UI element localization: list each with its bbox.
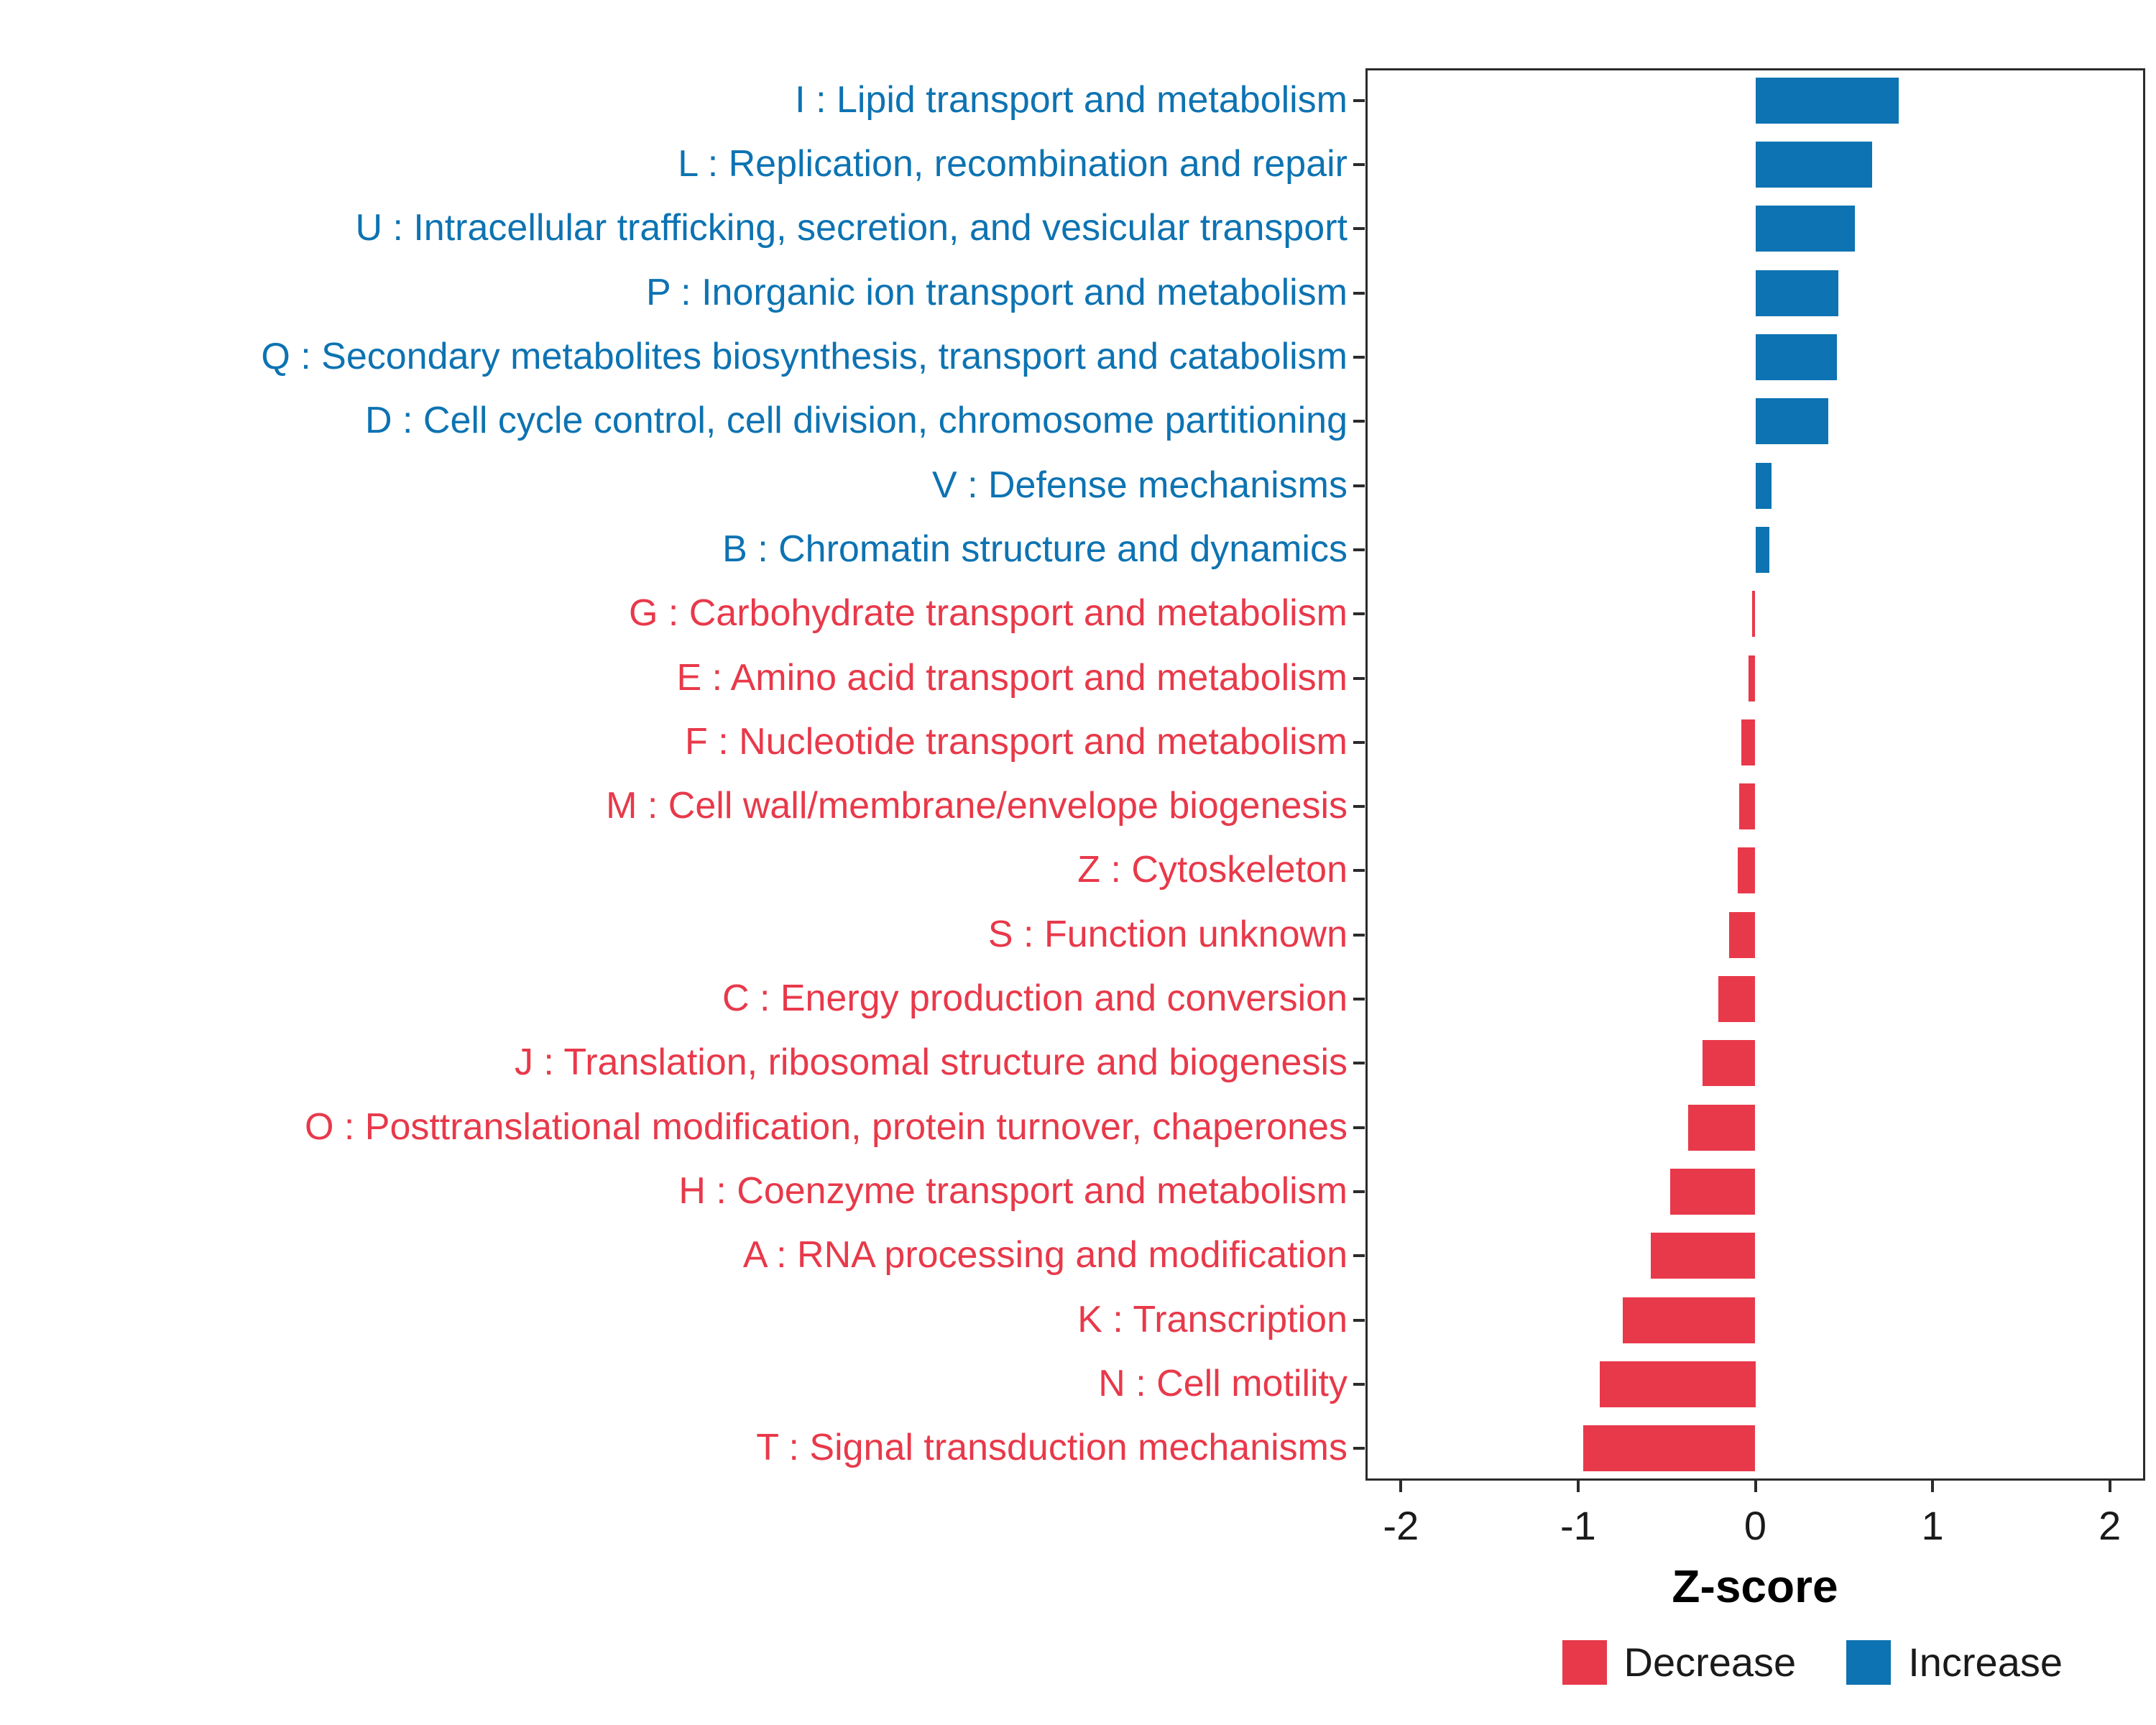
y-axis-label-B: B : Chromatin structure and dynamics	[722, 528, 1348, 570]
y-tick-A	[1353, 1254, 1365, 1258]
bar-D	[1755, 398, 1828, 445]
y-axis-label-P: P : Inorganic ion transport and metaboli…	[645, 271, 1348, 313]
y-axis-label-L: L : Replication, recombination and repai…	[678, 142, 1348, 185]
y-axis-label-J: J : Translation, ribosomal structure and…	[514, 1041, 1348, 1084]
x-tick-label-1: 1	[1921, 1503, 1944, 1548]
bar-U	[1755, 206, 1855, 252]
legend-item-increase: Increase	[1846, 1639, 2063, 1685]
bar-K	[1622, 1297, 1756, 1343]
bar-B	[1755, 526, 1770, 573]
y-axis-label-G: G : Carbohydrate transport and metabolis…	[628, 592, 1348, 635]
y-tick-B	[1353, 548, 1365, 551]
y-tick-H	[1353, 1190, 1365, 1194]
y-tick-U	[1353, 227, 1365, 231]
y-tick-C	[1353, 998, 1365, 1001]
bar-A	[1651, 1233, 1756, 1279]
bar-H	[1670, 1169, 1756, 1215]
bar-I	[1755, 77, 1899, 124]
y-axis-label-O: O : Posttranslational modification, prot…	[304, 1105, 1348, 1148]
y-tick-F	[1353, 740, 1365, 744]
x-tick-label-0: 0	[1743, 1503, 1767, 1548]
y-tick-M	[1353, 805, 1365, 809]
legend-swatch-increase	[1846, 1639, 1892, 1685]
y-axis-label-Z: Z : Cytoskeleton	[1077, 849, 1348, 891]
y-tick-T	[1353, 1447, 1365, 1450]
y-axis-label-U: U : Intracellular trafficking, secretion…	[355, 207, 1348, 249]
y-tick-G	[1353, 612, 1365, 616]
y-axis-label-F: F : Nucleotide transport and metabolism	[685, 720, 1348, 763]
bar-F	[1741, 719, 1756, 765]
x-tick-label--1: -1	[1560, 1503, 1596, 1548]
bar-E	[1748, 655, 1756, 702]
y-axis-label-Q: Q : Secondary metabolites biosynthesis, …	[261, 335, 1348, 377]
bar-Z	[1737, 847, 1756, 894]
x-tick-label-2: 2	[2099, 1503, 2122, 1548]
y-tick-J	[1353, 1062, 1365, 1065]
x-tick-label--2: -2	[1383, 1503, 1419, 1548]
y-axis-label-A: A : RNA processing and modification	[742, 1234, 1348, 1276]
y-tick-Z	[1353, 869, 1365, 873]
x-tick--1	[1576, 1481, 1580, 1492]
y-axis-label-M: M : Cell wall/membrane/envelope biogenes…	[606, 785, 1348, 827]
y-axis-label-N: N : Cell motility	[1098, 1362, 1348, 1404]
x-tick-2	[2108, 1481, 2111, 1492]
y-axis-label-C: C : Energy production and conversion	[722, 978, 1348, 1020]
x-tick-1	[1931, 1481, 1935, 1492]
bar-M	[1739, 783, 1756, 830]
legend-label-increase: Increase	[1908, 1639, 2063, 1685]
y-axis-label-K: K : Transcription	[1077, 1298, 1348, 1340]
y-tick-O	[1353, 1126, 1365, 1129]
bar-P	[1755, 270, 1839, 316]
bar-L	[1755, 141, 1873, 188]
legend-label-decrease: Decrease	[1623, 1639, 1797, 1685]
x-tick-0	[1754, 1481, 1757, 1492]
y-axis-label-H: H : Coenzyme transport and metabolism	[678, 1170, 1348, 1213]
y-tick-K	[1353, 1318, 1365, 1322]
y-axis-label-D: D : Cell cycle control, cell division, c…	[365, 400, 1348, 442]
bar-G	[1751, 591, 1756, 638]
y-tick-N	[1353, 1383, 1365, 1386]
legend: Decrease Increase	[1562, 1639, 2063, 1685]
y-axis-label-T: T : Signal transduction mechanisms	[756, 1427, 1348, 1469]
bar-Q	[1755, 334, 1837, 380]
bar-S	[1728, 911, 1756, 958]
y-tick-L	[1353, 162, 1365, 166]
x-axis-title: Z-score	[1672, 1560, 1838, 1612]
y-tick-E	[1353, 676, 1365, 680]
bar-C	[1718, 976, 1756, 1023]
y-axis-label-V: V : Defense mechanisms	[931, 464, 1348, 506]
y-tick-V	[1353, 484, 1365, 487]
y-tick-S	[1353, 933, 1365, 937]
legend-swatch-decrease	[1562, 1639, 1607, 1685]
bar-T	[1583, 1425, 1756, 1472]
y-axis-label-E: E : Amino acid transport and metabolism	[676, 656, 1348, 699]
y-tick-Q	[1353, 355, 1365, 359]
y-tick-I	[1353, 98, 1365, 102]
bar-J	[1702, 1040, 1756, 1087]
bar-V	[1755, 462, 1772, 509]
legend-item-decrease: Decrease	[1562, 1639, 1797, 1685]
y-axis-label-S: S : Function unknown	[987, 913, 1348, 955]
y-axis-label-I: I : Lipid transport and metabolism	[795, 78, 1348, 121]
x-tick--2	[1399, 1481, 1403, 1492]
y-tick-D	[1353, 420, 1365, 423]
y-tick-P	[1353, 291, 1365, 295]
bar-N	[1599, 1361, 1756, 1408]
bar-O	[1687, 1104, 1756, 1151]
